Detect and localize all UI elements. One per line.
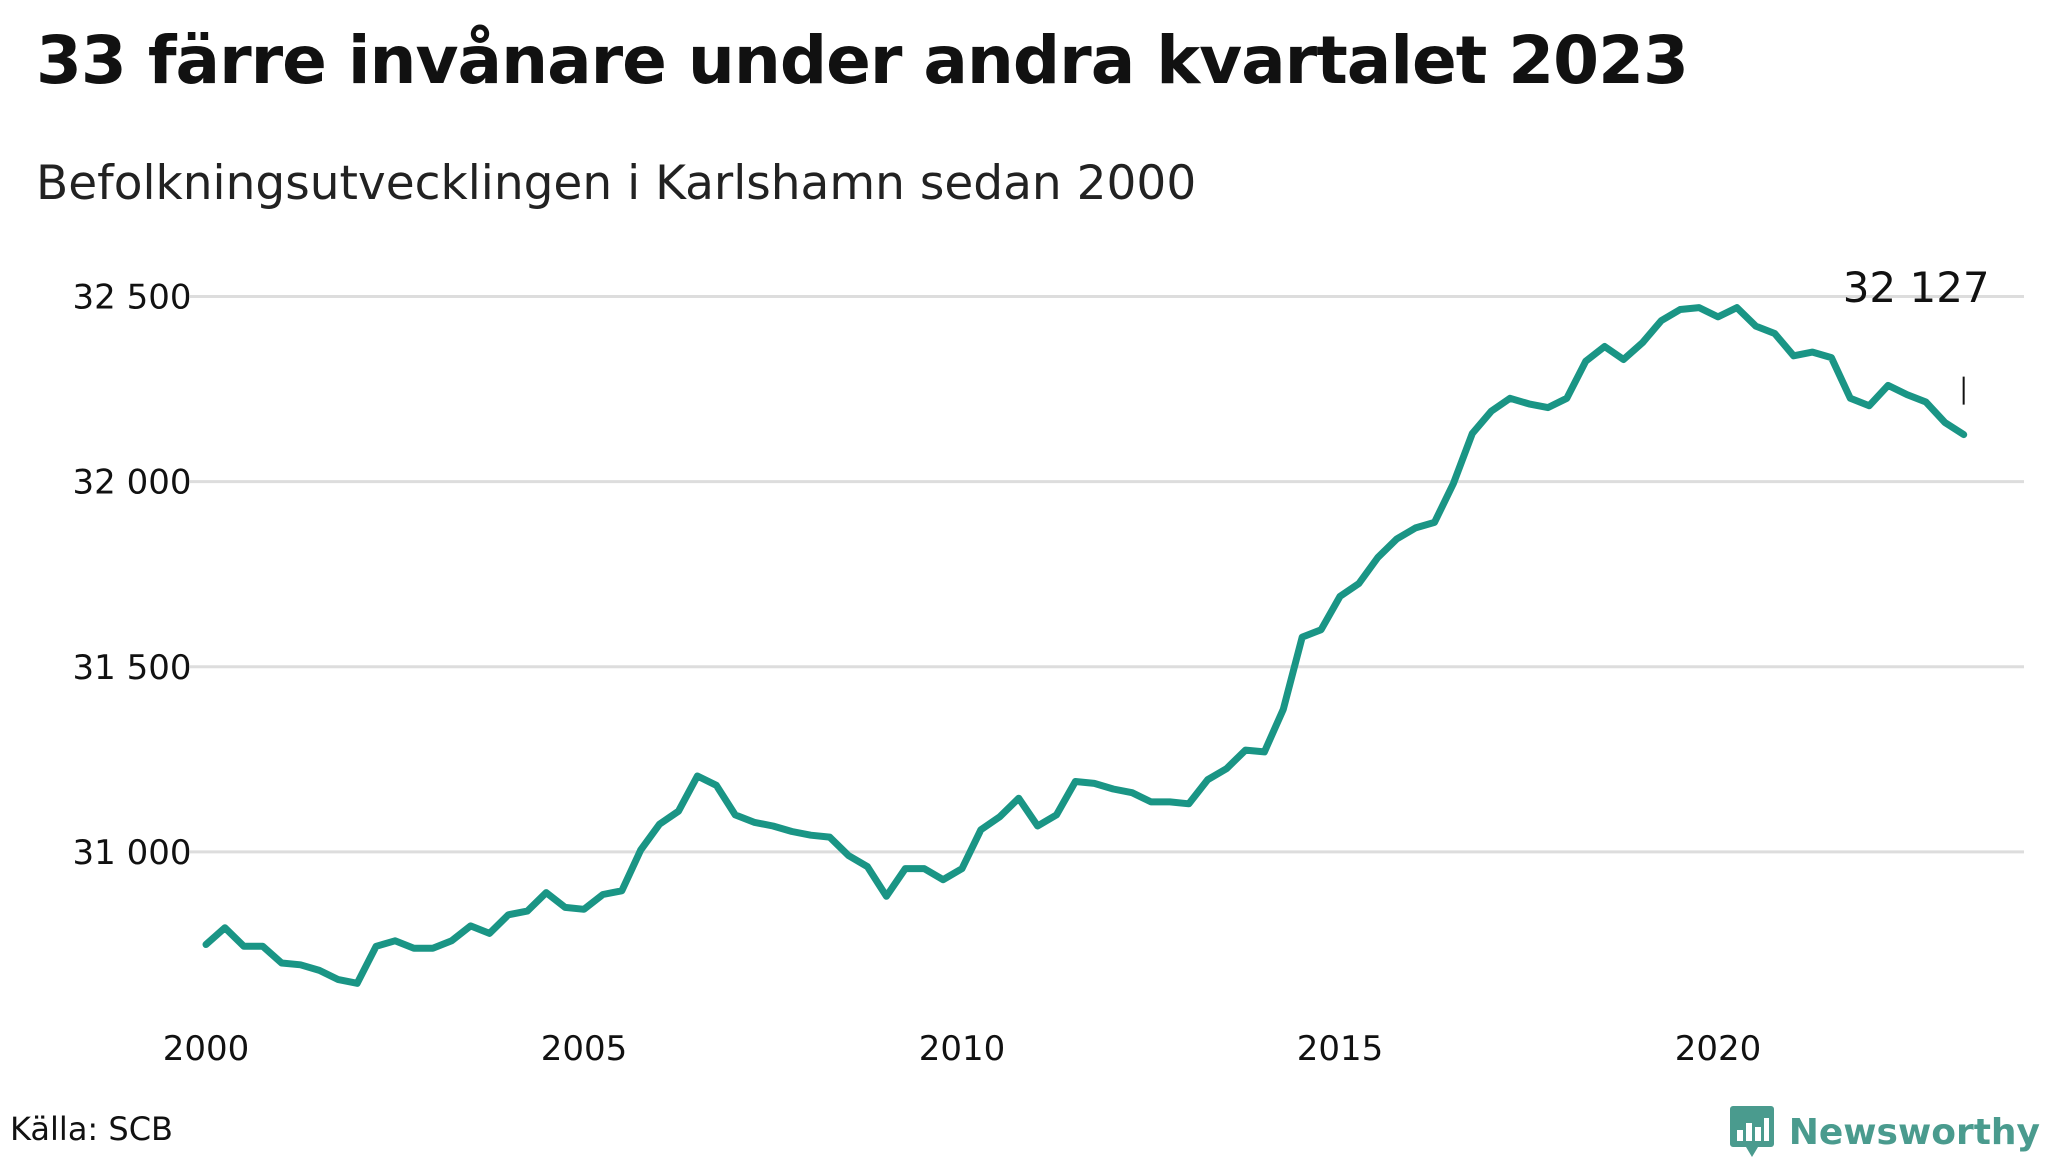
chart-title: 33 färre invånare under andra kvartalet … <box>36 22 1689 99</box>
bar-chart-speech-bubble-icon <box>1729 1106 1774 1157</box>
annotation-label: 32 127 <box>1843 263 1990 312</box>
y-tick-label: 31 500 <box>73 648 192 688</box>
chart-subtitle: Befolkningsutvecklingen i Karlshamn seda… <box>36 156 1197 211</box>
annotation-layer: 32 127 <box>1843 263 1990 405</box>
x-tick-label: 2010 <box>919 1029 1006 1069</box>
series-layer <box>202 304 1968 987</box>
source-label: Källa: SCB <box>10 1110 173 1148</box>
grid-lines <box>190 295 2024 854</box>
brand-logo[interactable]: Newsworthy <box>1729 1104 2040 1160</box>
brand-name: Newsworthy <box>1788 1111 2040 1153</box>
y-tick-label: 31 000 <box>73 833 192 873</box>
series-line <box>202 304 1968 987</box>
y-axis-tick-labels: 31 000 31 500 32 000 32 500 <box>73 278 192 873</box>
y-tick-label: 32 000 <box>73 463 192 503</box>
x-axis-tick-labels: 2000 2005 2010 2015 2020 <box>163 1029 1761 1069</box>
x-tick-label: 2005 <box>541 1029 628 1069</box>
y-tick-label: 32 500 <box>73 278 192 318</box>
x-tick-label: 2020 <box>1675 1029 1762 1069</box>
x-tick-label: 2000 <box>163 1029 250 1069</box>
x-tick-label: 2015 <box>1297 1029 1384 1069</box>
